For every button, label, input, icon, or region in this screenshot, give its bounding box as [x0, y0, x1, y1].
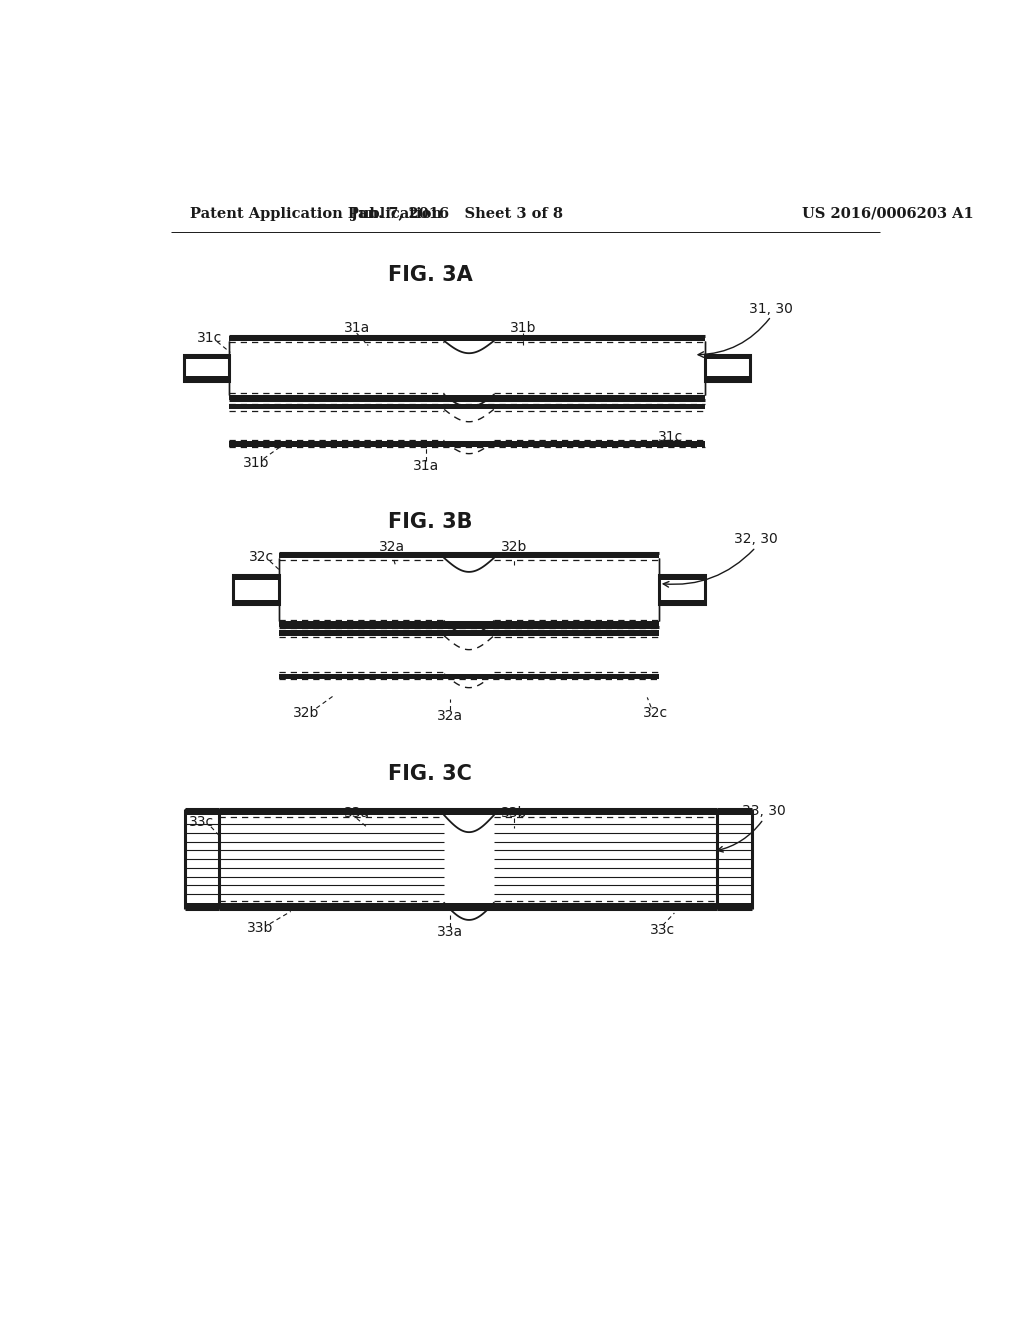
Text: 32b: 32b	[501, 540, 527, 554]
Text: 33c: 33c	[189, 816, 214, 829]
Bar	[183, 376, 228, 381]
Text: 33b: 33b	[501, 807, 527, 820]
Text: 33, 30: 33, 30	[741, 804, 785, 818]
Bar	[706, 376, 751, 381]
Text: FIG. 3B: FIG. 3B	[388, 512, 472, 532]
Text: 32, 30: 32, 30	[734, 532, 777, 545]
Text: Patent Application Publication: Patent Application Publication	[190, 207, 442, 220]
Bar	[280, 622, 658, 627]
Bar	[658, 599, 706, 605]
Text: 32b: 32b	[293, 706, 319, 719]
Bar	[717, 903, 752, 909]
Bar	[228, 395, 706, 400]
Text: 31, 30: 31, 30	[750, 301, 794, 315]
Bar	[232, 576, 280, 605]
Bar	[706, 355, 751, 381]
Bar	[280, 553, 658, 558]
Text: 31b: 31b	[510, 321, 537, 335]
Text: Jan. 7, 2016   Sheet 3 of 8: Jan. 7, 2016 Sheet 3 of 8	[351, 207, 563, 220]
Bar	[717, 809, 752, 816]
Bar	[228, 404, 706, 409]
Bar	[183, 355, 228, 359]
Text: 31c: 31c	[657, 430, 683, 444]
Bar	[228, 441, 706, 446]
Bar	[280, 673, 658, 680]
Bar	[184, 903, 219, 909]
Text: 33a: 33a	[344, 807, 370, 820]
Text: 32c: 32c	[249, 550, 273, 564]
Bar	[228, 335, 706, 341]
Text: FIG. 3A: FIG. 3A	[388, 265, 473, 285]
Text: 32a: 32a	[379, 540, 404, 554]
Bar	[219, 809, 717, 816]
Text: 33b: 33b	[247, 921, 273, 936]
Bar	[280, 631, 658, 636]
Bar	[232, 576, 280, 579]
Text: 31a: 31a	[414, 459, 439, 474]
Bar	[658, 576, 706, 579]
Text: 31a: 31a	[343, 321, 370, 335]
Bar	[184, 809, 219, 816]
Bar	[232, 599, 280, 605]
Text: 31b: 31b	[243, 455, 269, 470]
Bar	[658, 576, 706, 605]
Text: 32a: 32a	[436, 709, 463, 723]
Text: 33a: 33a	[436, 925, 463, 940]
Text: 32c: 32c	[642, 706, 668, 719]
Bar	[706, 355, 751, 359]
Text: US 2016/0006203 A1: US 2016/0006203 A1	[802, 207, 974, 220]
Text: FIG. 3C: FIG. 3C	[388, 764, 472, 784]
Bar	[219, 903, 717, 909]
Text: 31c: 31c	[197, 331, 222, 345]
Text: 33c: 33c	[650, 923, 675, 937]
Bar	[183, 355, 228, 381]
